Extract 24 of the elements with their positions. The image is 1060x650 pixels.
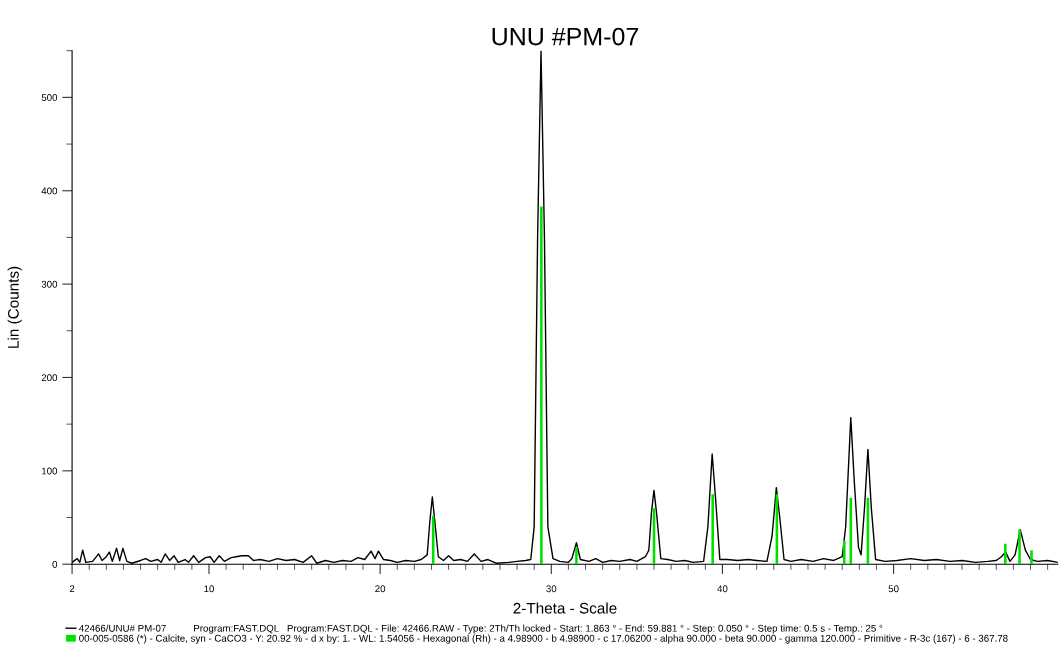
x-axis-title: 2-Theta - Scale xyxy=(513,602,617,614)
bar xyxy=(1018,529,1021,565)
x-tick-label: 50 xyxy=(888,585,899,593)
bar xyxy=(1004,543,1007,565)
legend-label: 42466/UNU# PM-07 Program:FAST.DQL Program:FAST.DQL - File: 42466.RAW - Type: 2Th/Th locked - Start: 1.863 ° - End: 59.881 ° - Step: 0.050 ° - Step time: 0.5 s - Temp.: 25 ° xyxy=(78,624,883,634)
bar xyxy=(540,206,543,565)
y-tick-label: 300 xyxy=(41,280,58,288)
bar xyxy=(1030,550,1033,565)
x-tick-label: 40 xyxy=(717,585,728,593)
y-tick-label: 100 xyxy=(42,467,58,475)
bar xyxy=(575,547,578,565)
y-tick-label: 0 xyxy=(52,560,58,568)
bar xyxy=(711,494,714,565)
x-tick-label: 20 xyxy=(375,585,386,593)
y-tick-label: 400 xyxy=(41,187,58,195)
legend-label: 00-005-0586 (*) - Calcite, syn - CaCO3 - Y: 20.92 % - d x by: 1. - WL: 1.54056 - Hexagonal (Rh) - a 4.98900 - b 4.98900 - c 17.06200 - alpha 90.000 - beta 90.000 - gamma 120.000 - Primitive - R-3c (167) - 6 - 367.78 xyxy=(79,634,1008,644)
y-tick-label: 200 xyxy=(41,374,58,382)
x-tick-label: 2 xyxy=(69,585,75,593)
y-axis-title: Lin (Counts) xyxy=(7,266,22,348)
x-tick-label: 30 xyxy=(546,585,557,593)
chart-title: UNU #PM-07 xyxy=(492,27,639,46)
y-tick-label: 500 xyxy=(41,94,58,101)
x-tick-label: 10 xyxy=(204,585,215,593)
bar xyxy=(843,540,846,565)
